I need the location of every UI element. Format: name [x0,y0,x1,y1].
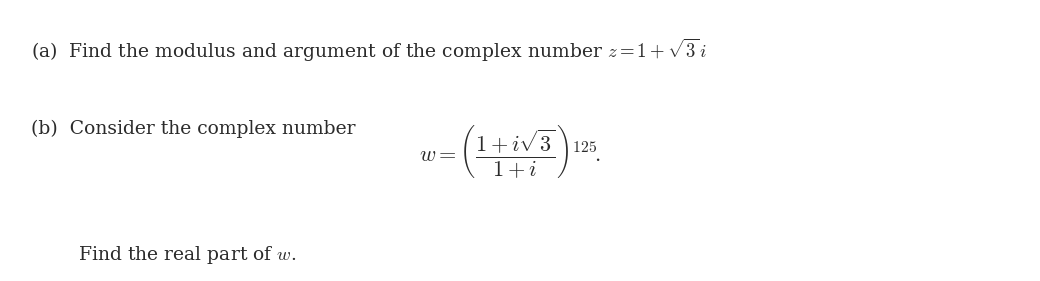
Text: Find the real part of $w$.: Find the real part of $w$. [78,244,296,266]
Text: (b)  Consider the complex number: (b) Consider the complex number [31,119,356,138]
Text: $w = \left(\dfrac{1 + i\sqrt{3}}{1 + i}\right)^{125}\!.$: $w = \left(\dfrac{1 + i\sqrt{3}}{1 + i}\… [419,123,600,180]
Text: (a)  Find the modulus and argument of the complex number $z = 1 + \sqrt{3}\,i$: (a) Find the modulus and argument of the… [31,37,707,64]
